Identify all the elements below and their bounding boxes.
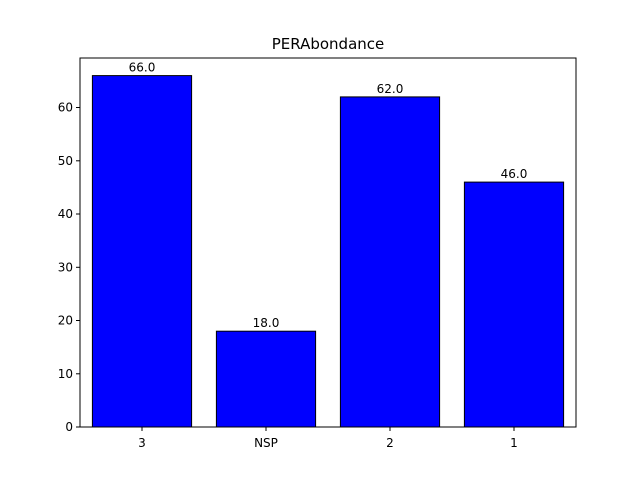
x-axis: 3 NSP 2 1 bbox=[138, 427, 518, 450]
y-axis: 0 10 20 30 40 50 60 bbox=[58, 101, 80, 434]
x-tick-label-2: 2 bbox=[386, 436, 394, 450]
y-tick-label-10: 10 bbox=[58, 367, 73, 381]
chart-title: PERAbondance bbox=[272, 35, 385, 53]
bar-2 bbox=[339, 96, 441, 428]
y-tick-label-20: 20 bbox=[58, 314, 73, 328]
x-tick-label-1: 1 bbox=[510, 436, 518, 450]
bar-value-label-3: 66.0 bbox=[129, 61, 156, 75]
bar-value-label-1: 46.0 bbox=[501, 167, 528, 181]
data-labels-layer: 66.0 18.0 62.0 46.0 bbox=[129, 61, 528, 331]
bar-value-label-nsp: 18.0 bbox=[253, 316, 280, 330]
x-tick-label-nsp: NSP bbox=[254, 436, 278, 450]
bar-nsp bbox=[215, 330, 317, 428]
bar-1 bbox=[463, 181, 565, 428]
y-tick-label-60: 60 bbox=[58, 101, 73, 115]
plot-area-frame bbox=[79, 57, 577, 428]
bar-3 bbox=[91, 75, 193, 428]
y-tick-label-50: 50 bbox=[58, 154, 73, 168]
x-tick-label-3: 3 bbox=[138, 436, 146, 450]
y-tick-label-0: 0 bbox=[65, 420, 73, 434]
y-tick-label-30: 30 bbox=[58, 260, 73, 274]
bar-value-label-2: 62.0 bbox=[377, 82, 404, 96]
bars-layer bbox=[91, 75, 565, 428]
y-tick-label-40: 40 bbox=[58, 207, 73, 221]
